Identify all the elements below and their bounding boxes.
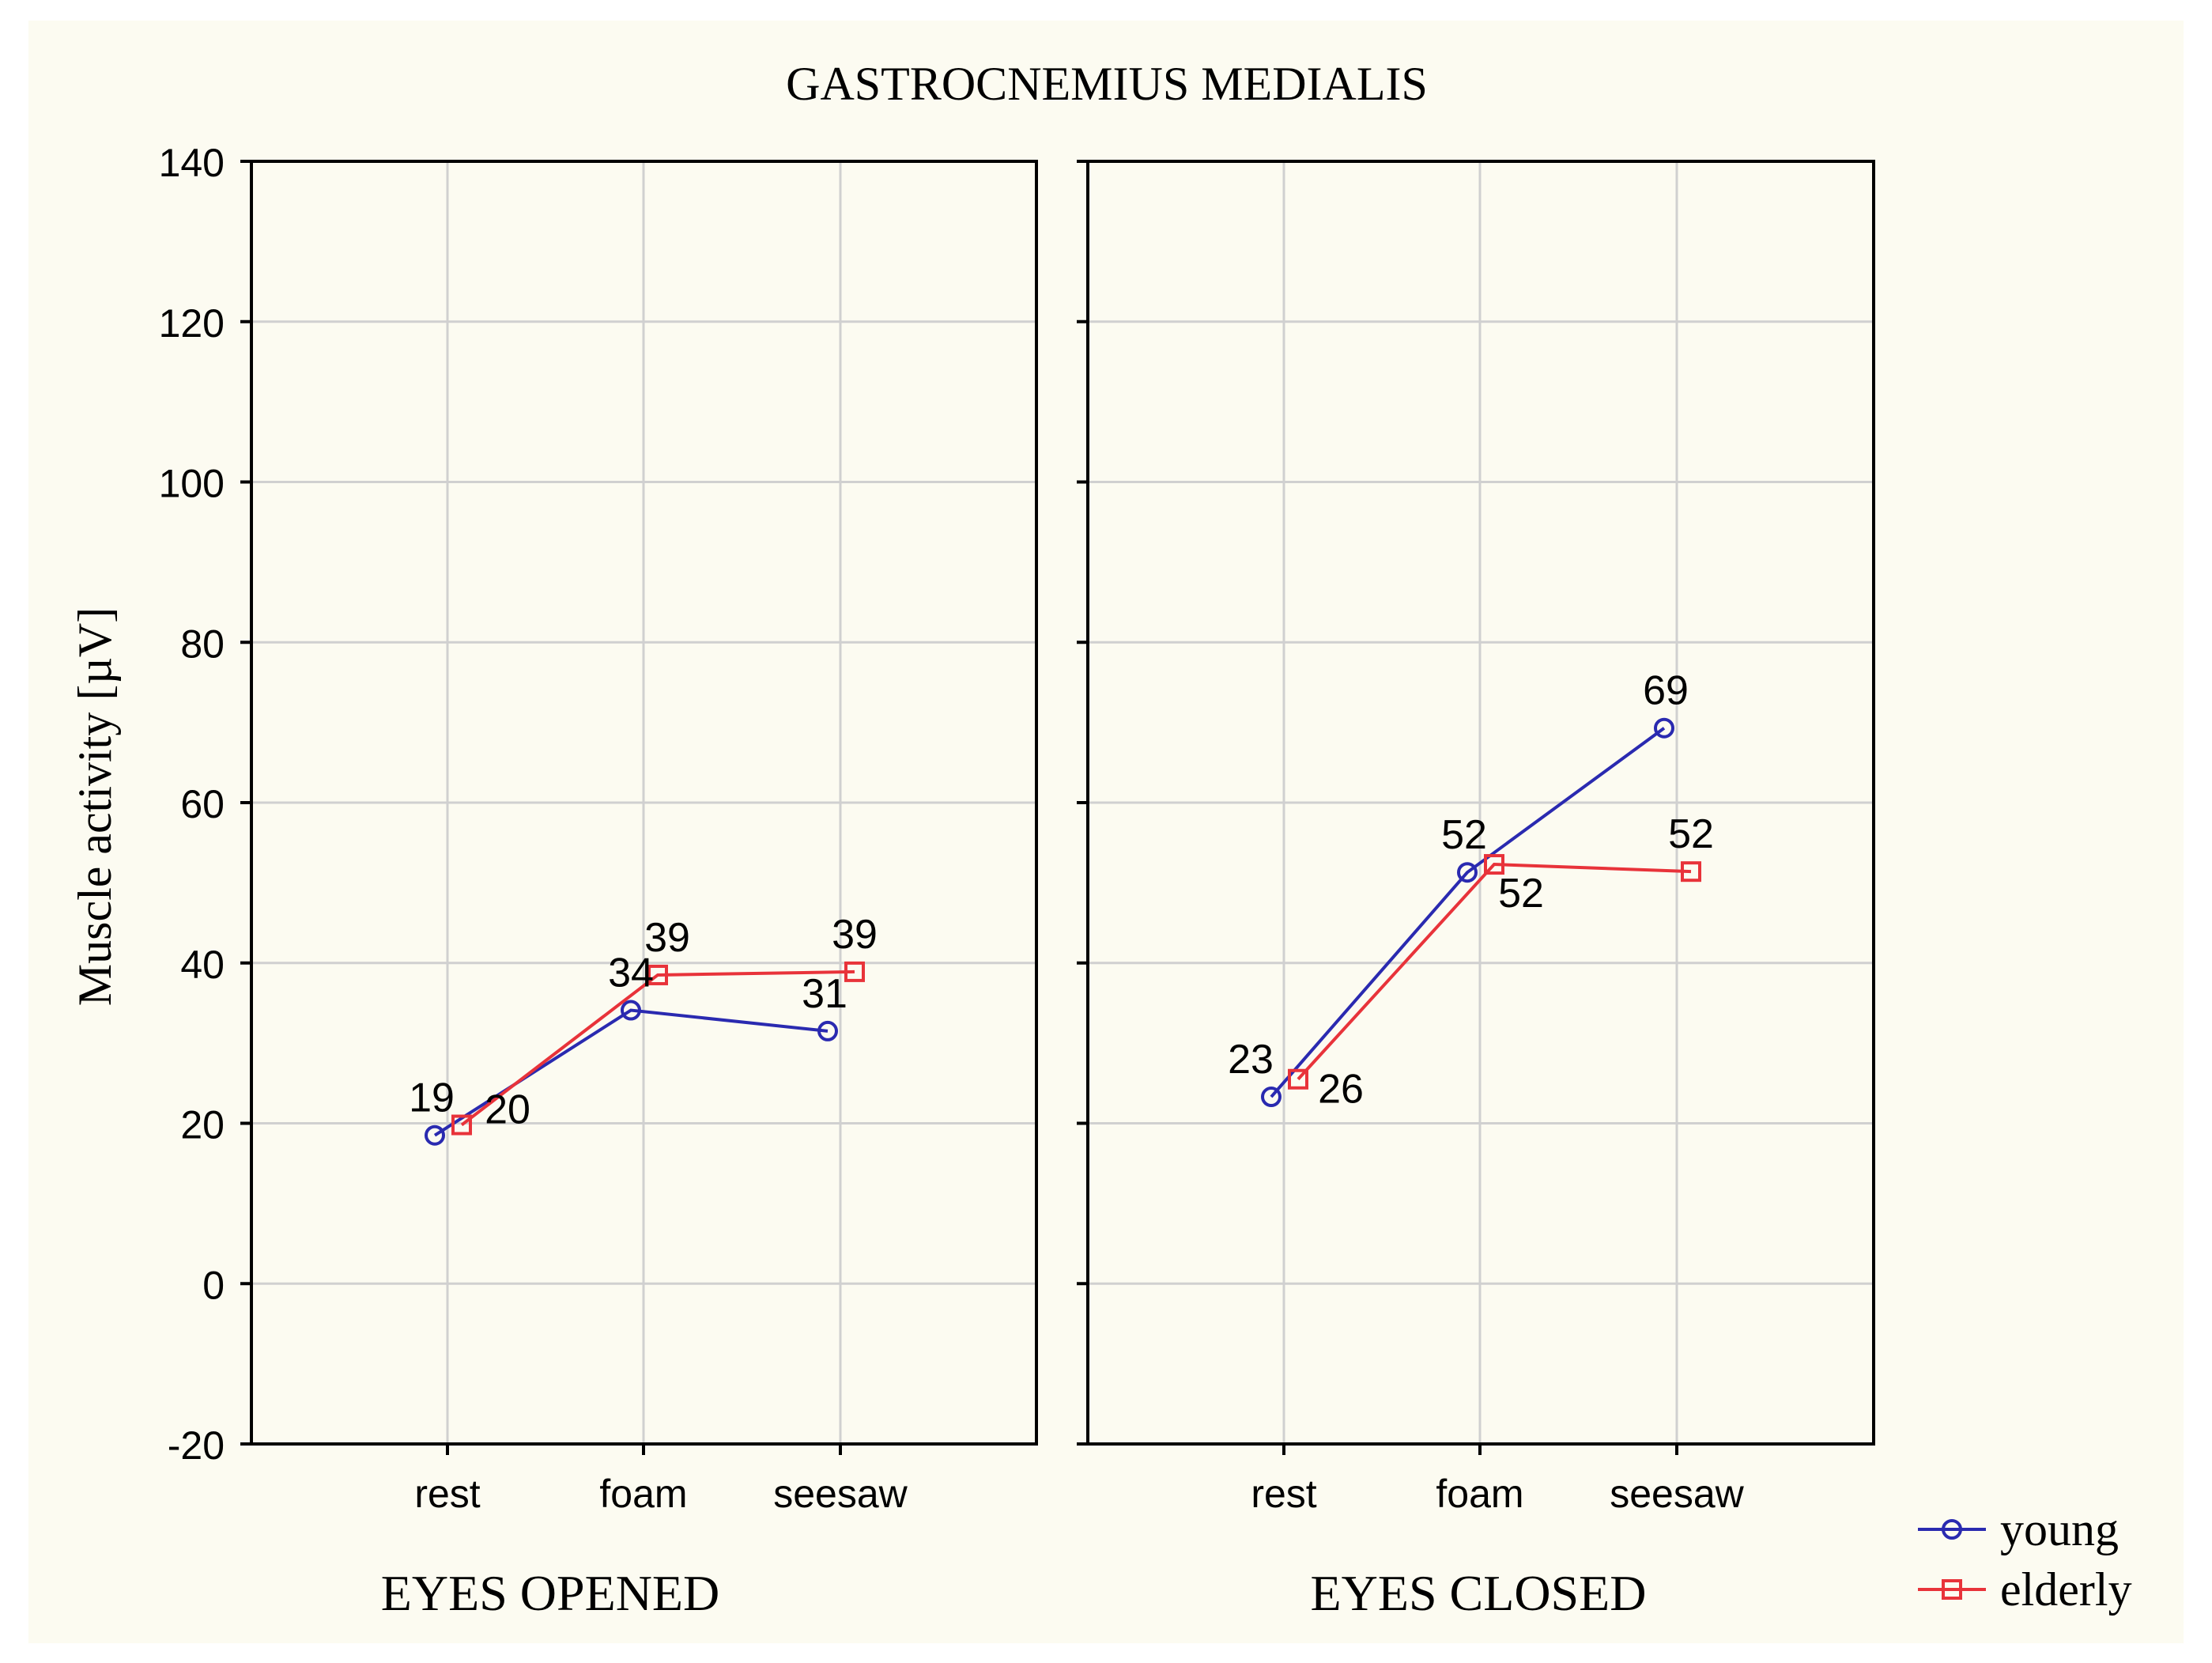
data-label-elderly: 52 — [1498, 871, 1544, 917]
series-line-young — [1270, 727, 1666, 1098]
y-axis-label: Muscle activity [µV] — [69, 607, 121, 1006]
point-young — [621, 1000, 641, 1021]
data-label-young: 34 — [608, 951, 654, 996]
x-tick-label-foam: foam — [599, 1472, 687, 1516]
panel-eyes-opened-label: EYES OPENED — [381, 1565, 719, 1621]
x-tick-label-seesaw: seesaw — [773, 1472, 908, 1516]
y-tick-label: 100 — [159, 462, 225, 506]
data-label-young: 52 — [1441, 812, 1487, 858]
data-label-elderly: 39 — [644, 915, 690, 961]
data-label-young: 23 — [1228, 1037, 1274, 1083]
y-tick-label: 140 — [159, 141, 225, 185]
y-tick-label: 40 — [180, 943, 225, 987]
point-elderly — [1484, 854, 1504, 875]
data-label-elderly: 26 — [1318, 1067, 1364, 1113]
point-elderly — [451, 1114, 472, 1136]
y-tick-label: 120 — [159, 301, 225, 346]
point-elderly — [647, 964, 668, 985]
data-label-young: 69 — [1643, 668, 1689, 714]
point-young — [425, 1124, 445, 1146]
point-elderly — [1681, 861, 1701, 883]
point-elderly — [844, 961, 865, 982]
point-young — [1261, 1087, 1282, 1108]
data-label-young: 31 — [802, 971, 847, 1017]
legend-marker-young — [1942, 1519, 1962, 1540]
y-tick-label: 0 — [202, 1263, 225, 1307]
series-line-elderly — [460, 969, 855, 1127]
y-tick-label: -20 — [168, 1423, 225, 1468]
x-tick-label-rest: rest — [1251, 1472, 1316, 1516]
point-young — [1654, 717, 1674, 739]
point-young — [1457, 862, 1478, 883]
legend-label-young: young — [2000, 1503, 2119, 1555]
data-label-elderly: 52 — [1668, 811, 1714, 857]
series-line-elderly — [1297, 863, 1692, 1081]
x-tick-label-foam: foam — [1436, 1472, 1523, 1516]
point-young — [817, 1020, 838, 1041]
data-label-elderly: 20 — [485, 1087, 530, 1133]
data-label-elderly: 39 — [832, 912, 878, 958]
legend-marker-elderly — [1942, 1579, 1962, 1600]
point-elderly — [1288, 1068, 1308, 1090]
x-tick-label-seesaw: seesaw — [1610, 1472, 1744, 1516]
y-tick-label: 80 — [180, 622, 225, 666]
panel-eyes-closed-label: EYES CLOSED — [1311, 1565, 1647, 1621]
y-tick-label: 20 — [180, 1103, 225, 1147]
x-tick-label-rest: rest — [414, 1472, 480, 1516]
legend-label-elderly: elderly — [2000, 1563, 2132, 1616]
y-tick-label: 60 — [180, 782, 225, 826]
chart-title: GASTROCNEMIUS MEDIALIS — [786, 58, 1428, 110]
chart-background — [28, 21, 2184, 1643]
data-label-young: 19 — [409, 1075, 455, 1121]
